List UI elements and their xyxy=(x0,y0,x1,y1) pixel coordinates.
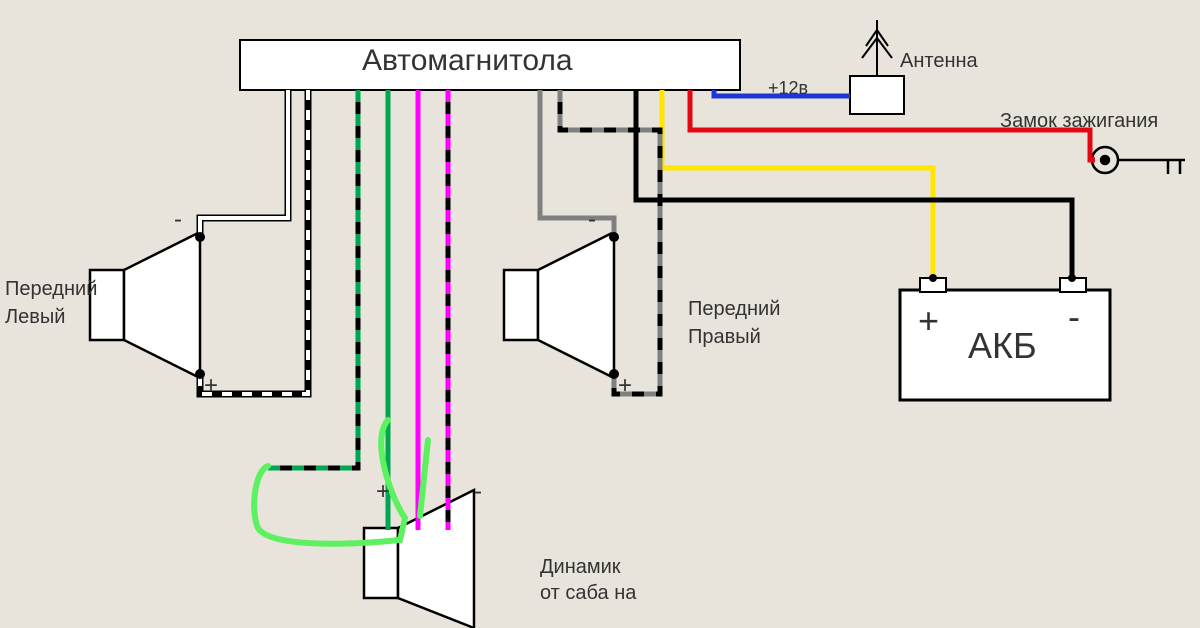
label-battery-plus: + xyxy=(918,300,939,342)
speaker-front-right xyxy=(504,232,614,378)
head-unit-title: Автомагнитола xyxy=(362,44,573,78)
wire-fl-plus xyxy=(200,90,308,394)
label-12v: +12в xyxy=(768,78,808,99)
ignition-key-icon xyxy=(1092,147,1185,174)
label-sub-2: от саба на xyxy=(540,582,636,605)
wire-battery-plus-yellow xyxy=(662,90,933,278)
diagram-canvas xyxy=(0,0,1200,628)
label-fr-1: Передний xyxy=(688,298,780,321)
speaker-front-left xyxy=(90,232,200,378)
label-battery: АКБ xyxy=(968,325,1037,367)
polarity-fr-plus: + xyxy=(618,372,632,400)
wire-fl-minus-white xyxy=(200,90,288,237)
polarity-sub-minus: - xyxy=(474,478,482,506)
wire-fr-minus-gray xyxy=(540,90,614,237)
label-antenna: Антенна xyxy=(900,50,978,73)
polarity-fr-minus: - xyxy=(588,206,596,234)
antenna-box xyxy=(850,76,904,114)
polarity-fl-plus: + xyxy=(204,372,218,400)
polarity-fl-minus: - xyxy=(174,206,182,234)
wire-handdrawn-sub xyxy=(254,420,428,544)
label-battery-minus: - xyxy=(1068,296,1080,338)
label-fl-1: Передний xyxy=(5,278,97,301)
label-sub-1: Динамик xyxy=(540,556,621,579)
wire-rear-green-dashed xyxy=(268,90,358,468)
antenna-icon xyxy=(862,20,892,76)
label-fl-2: Левый xyxy=(5,306,65,329)
label-ignition: Замок зажигания xyxy=(1000,110,1158,133)
label-fr-2: Правый xyxy=(688,326,761,349)
polarity-sub-plus: + xyxy=(376,478,390,506)
